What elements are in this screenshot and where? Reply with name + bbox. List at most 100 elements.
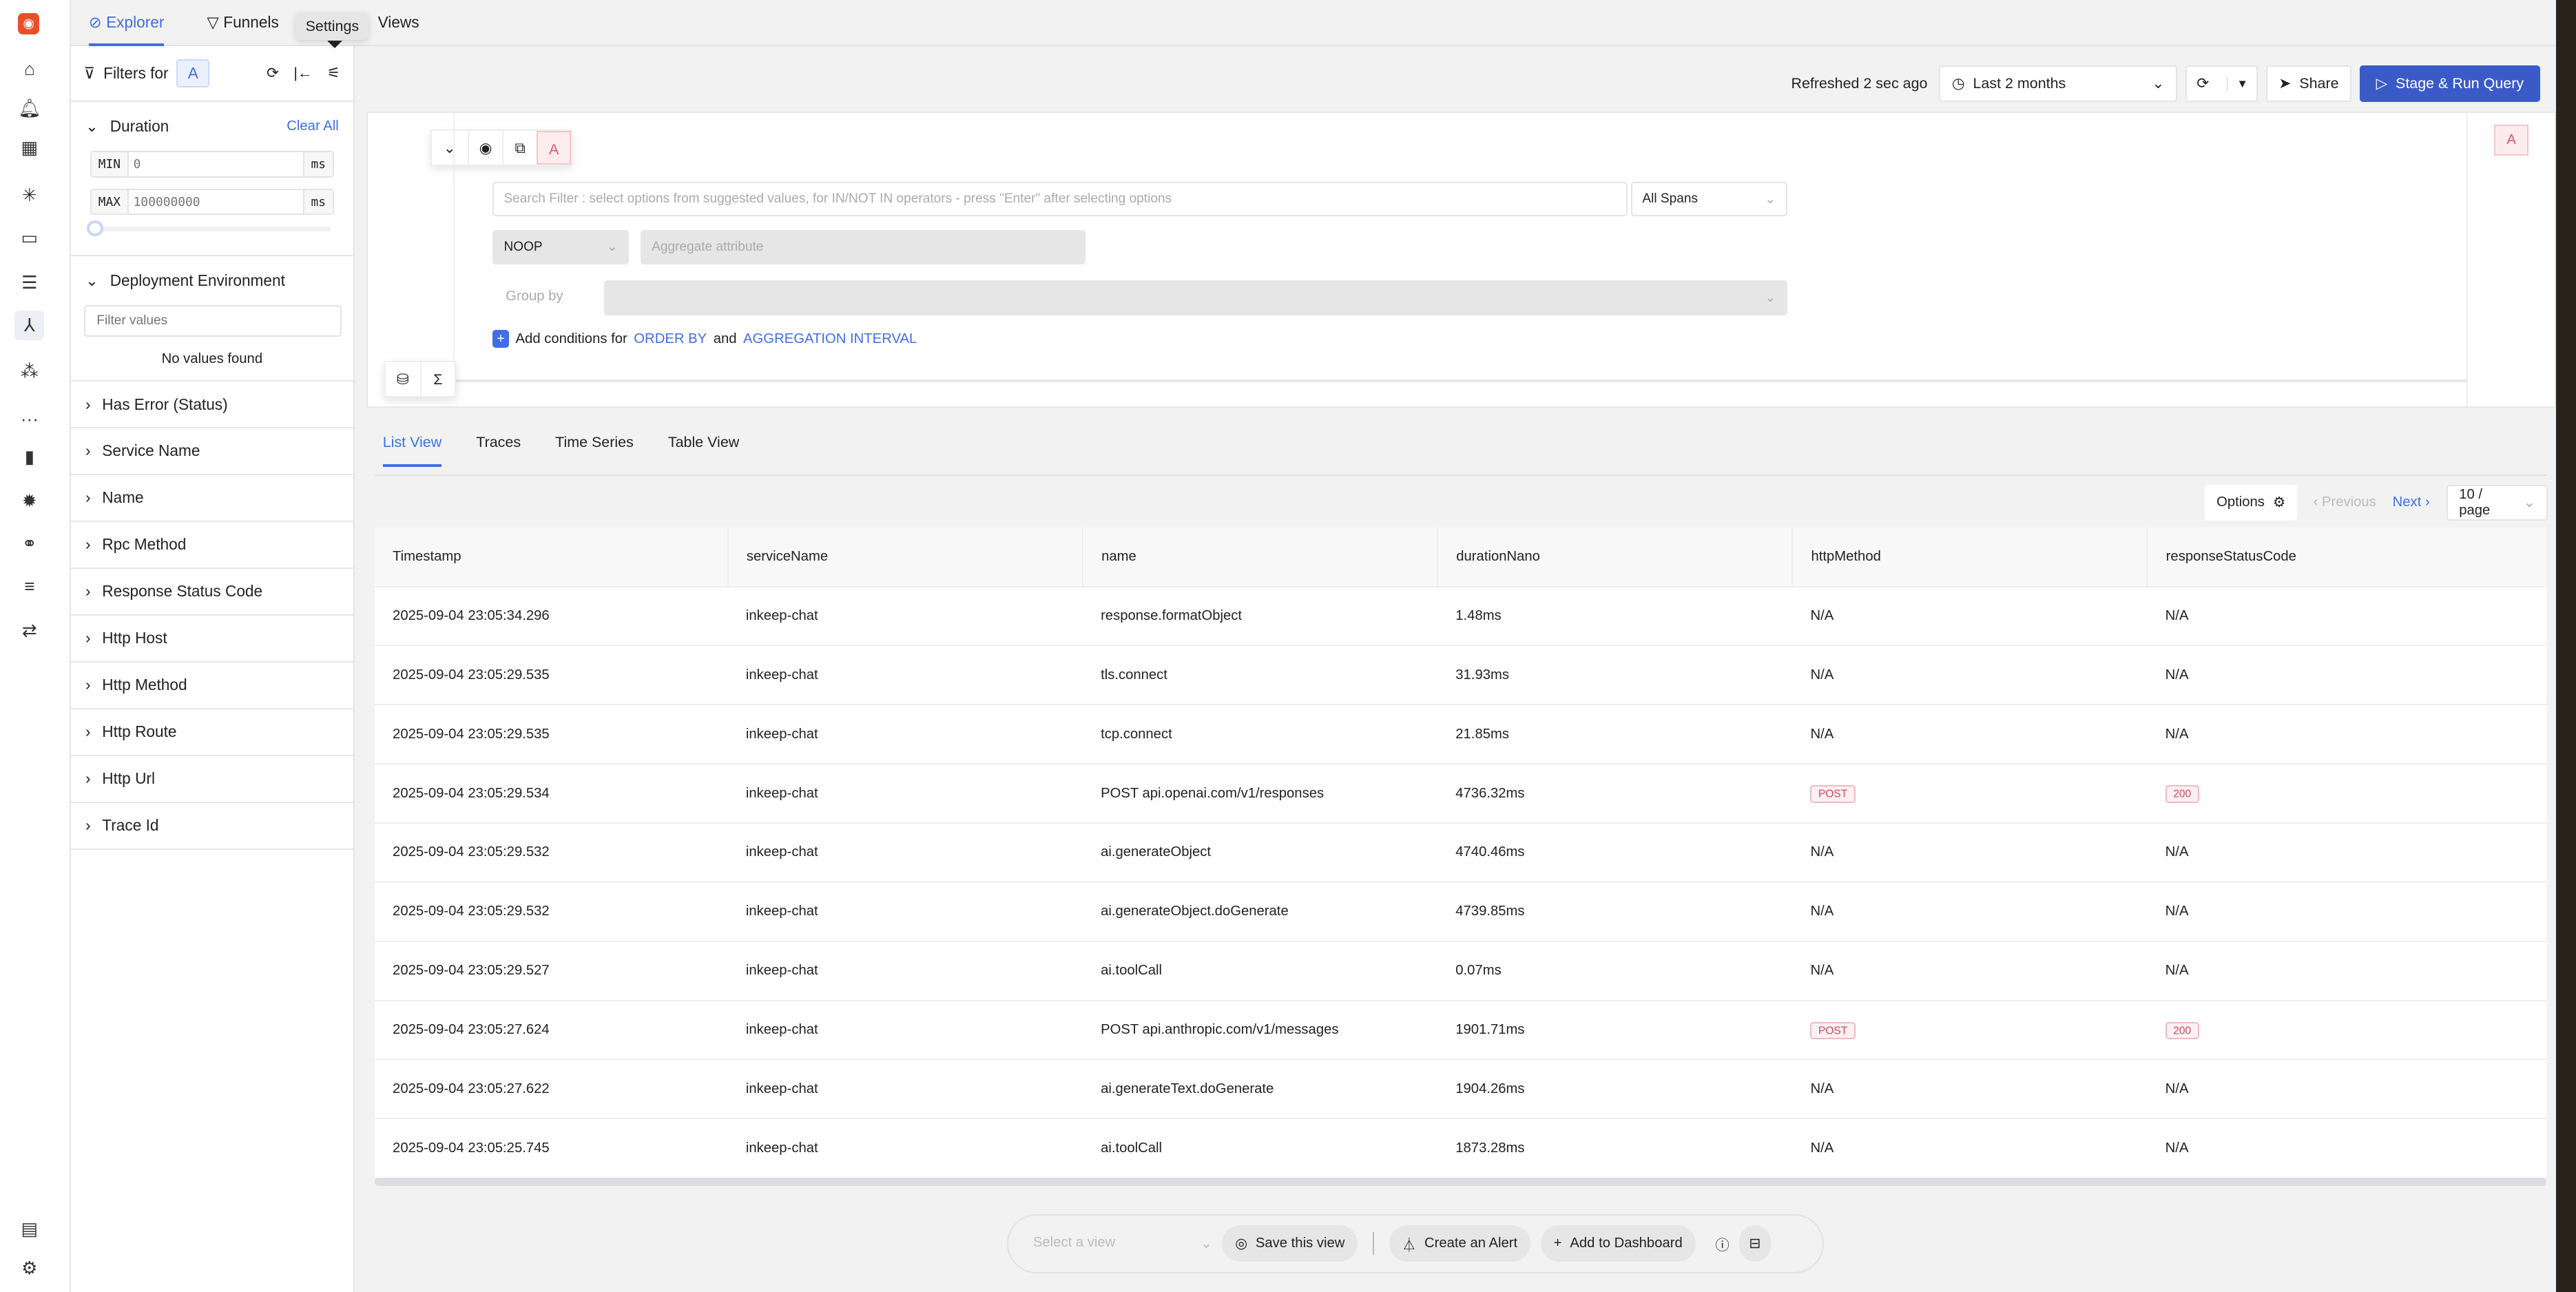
database-icon[interactable]: ⛁ [396,371,409,388]
chevron-down-icon[interactable]: ⌄ [85,117,98,136]
search-filter-input[interactable]: Search Filter : select options from sugg… [492,182,1628,217]
copy-icon[interactable]: ⧉ [502,131,537,165]
previous-button[interactable]: ‹ Previous [2313,494,2376,510]
infra-icon[interactable]: ▭ [21,227,39,249]
refreshed-text: Refreshed 2 sec ago [1791,75,1928,92]
settings-sliders-icon[interactable]: ⚟ [326,64,341,81]
table-row[interactable]: 2025-09-04 23:05:29.535 inkeep-chat tls.co… [374,645,2547,705]
filter-values-input[interactable] [83,305,342,337]
tab-explorer[interactable]: ⊘ Explorer [88,0,165,46]
more-icon[interactable]: ··· [20,408,39,429]
table-cell: N/A [2147,940,2547,1001]
max-input[interactable] [127,190,304,214]
gear-icon: ⚙ [2272,495,2286,511]
filter-section[interactable]: › Has Error (Status) [70,382,354,428]
save-view-button[interactable]: ◎ Save this view [1222,1225,1358,1262]
integrations-icon[interactable]: ⇄ [21,620,37,641]
aggregate-attribute-input[interactable]: Aggregate attribute [640,229,1086,264]
span-scope-select[interactable]: All Spans ⌄ [1631,182,1787,217]
horizontal-scrollbar[interactable] [374,1178,2547,1187]
pipelines-icon[interactable]: ≡ [24,576,35,597]
explore-icon[interactable]: ⚭ [21,533,37,554]
select-view-dropdown[interactable]: Select a view ⌄ [1032,1235,1212,1252]
query-label-a[interactable]: A [537,131,572,165]
view-tab[interactable]: Traces [476,433,521,450]
tab-views[interactable]: Views [377,13,419,31]
refresh-icon[interactable]: ⟳ [2196,75,2210,92]
page-size-select[interactable]: 10 / page ⌄ [2446,484,2548,521]
filter-section[interactable]: › Http Method [70,663,354,709]
alerts-icon[interactable]: 🔔︎ [18,97,41,118]
table-row[interactable]: 2025-09-04 23:05:29.532 inkeep-chat ai.gen… [374,881,2547,941]
column-header[interactable]: responseStatusCode [2146,527,2547,587]
chevron-down-icon[interactable]: ⌄ [443,140,456,157]
add-to-dashboard-button[interactable]: + Add to Dashboard [1540,1225,1696,1262]
table-row[interactable]: 2025-09-04 23:05:27.622 inkeep-chat ai.gen… [374,1059,2547,1119]
sigma-icon[interactable]: Σ [419,362,455,396]
stage-run-query-button[interactable]: ▷ Stage & Run Query [2360,65,2540,102]
column-header[interactable]: Timestamp [374,527,728,587]
info-icon[interactable]: ⓘ [1715,1238,1730,1253]
column-header[interactable]: name [1081,527,1438,587]
services-icon[interactable]: ⁂ [20,360,39,382]
duration-slider[interactable] [87,220,331,237]
view-tab[interactable]: Table View [667,433,740,450]
home-icon[interactable]: ⌂ [23,58,35,79]
min-input[interactable] [127,152,304,176]
traces-icon[interactable]: ⅄ [14,310,45,340]
query-actions: ⌄ ◉ ⧉ A [430,129,573,166]
time-range-select[interactable]: ◷ Last 2 months ⌄ [1939,65,2177,102]
next-button[interactable]: Next › [2392,494,2430,510]
column-header[interactable]: durationNano [1437,527,1793,587]
clear-all-link[interactable]: Clear All [287,118,339,134]
share-button[interactable]: ➤ Share [2265,65,2352,102]
table-row[interactable]: 2025-09-04 23:05:34.296 inkeep-chat respon… [374,585,2547,646]
table-cell: 2025-09-04 23:05:29.527 [374,940,728,1001]
dashboards-icon[interactable]: ▦ [21,137,39,158]
table-row[interactable]: 2025-09-04 23:05:25.745 inkeep-chat ai.too… [374,1118,2547,1178]
filter-section[interactable]: › Http Url [70,756,354,803]
filter-section[interactable]: › Http Route [70,709,354,756]
ai-cursor-icon[interactable]: ✳ [21,185,37,206]
chevron-down-icon: ⌄ [606,240,618,255]
table-row[interactable]: 2025-09-04 23:05:29.527 inkeep-chat ai.too… [374,940,2547,1001]
settings-icon[interactable]: ⚙ [21,1257,38,1278]
column-header[interactable]: serviceName [727,527,1083,587]
table-row[interactable]: 2025-09-04 23:05:29.532 inkeep-chat ai.gen… [374,822,2547,882]
table-row[interactable]: 2025-09-04 23:05:27.624 inkeep-chat POST a… [374,999,2547,1060]
table-cell: tcp.connect [1082,704,1438,764]
aggregate-operator-select[interactable]: NOOP ⌄ [492,229,630,264]
plus-icon[interactable]: + [492,330,509,348]
query-tag-a[interactable]: A [2494,124,2529,156]
exceptions-icon[interactable]: ✹ [21,490,37,512]
filter-section[interactable]: › Http Host [70,616,354,663]
filter-section[interactable]: › Rpc Method [70,522,354,569]
table-row[interactable]: 2025-09-04 23:05:29.534 inkeep-chat POST a… [374,763,2547,823]
slider-handle[interactable] [87,220,104,237]
collapse-bar-button[interactable]: ⊟ [1739,1225,1771,1262]
order-by-link[interactable]: ORDER BY [634,331,707,346]
sync-icon[interactable]: ⟳ [266,64,279,81]
collapse-icon[interactable]: |← [293,64,313,81]
aggregation-interval-link[interactable]: AGGREGATION INTERVAL [743,331,917,346]
filter-section[interactable]: › Trace Id [70,803,354,850]
filter-section[interactable]: › Service Name [70,428,354,475]
group-by-select[interactable]: ⌄ [604,280,1787,315]
view-tab[interactable]: List View [382,434,442,467]
table-cell: 2025-09-04 23:05:29.532 [374,822,728,882]
filter-section[interactable]: › Name [70,475,354,522]
chevron-down-icon[interactable]: ⌄ [85,271,98,289]
compass-icon: ⊘ [88,13,102,31]
table-row[interactable]: 2025-09-04 23:05:29.535 inkeep-chat tcp.co… [374,704,2547,764]
metrics-icon[interactable]: ▮ [24,446,35,467]
caret-down-icon[interactable]: ▼ [2227,76,2256,91]
filter-section[interactable]: › Response Status Code [70,569,354,616]
create-alert-button[interactable]: ⏃ Create an Alert [1389,1225,1531,1262]
column-header[interactable]: httpMethod [1791,527,2148,587]
options-button[interactable]: Options ⚙ [2205,484,2297,521]
tab-funnels[interactable]: ▽ Funnels [207,13,279,31]
logs-icon[interactable]: ☰ [21,271,38,293]
eye-icon[interactable]: ◉ [467,131,502,165]
view-tab[interactable]: Time Series [555,433,634,450]
feedback-icon[interactable]: ▤ [21,1218,39,1239]
